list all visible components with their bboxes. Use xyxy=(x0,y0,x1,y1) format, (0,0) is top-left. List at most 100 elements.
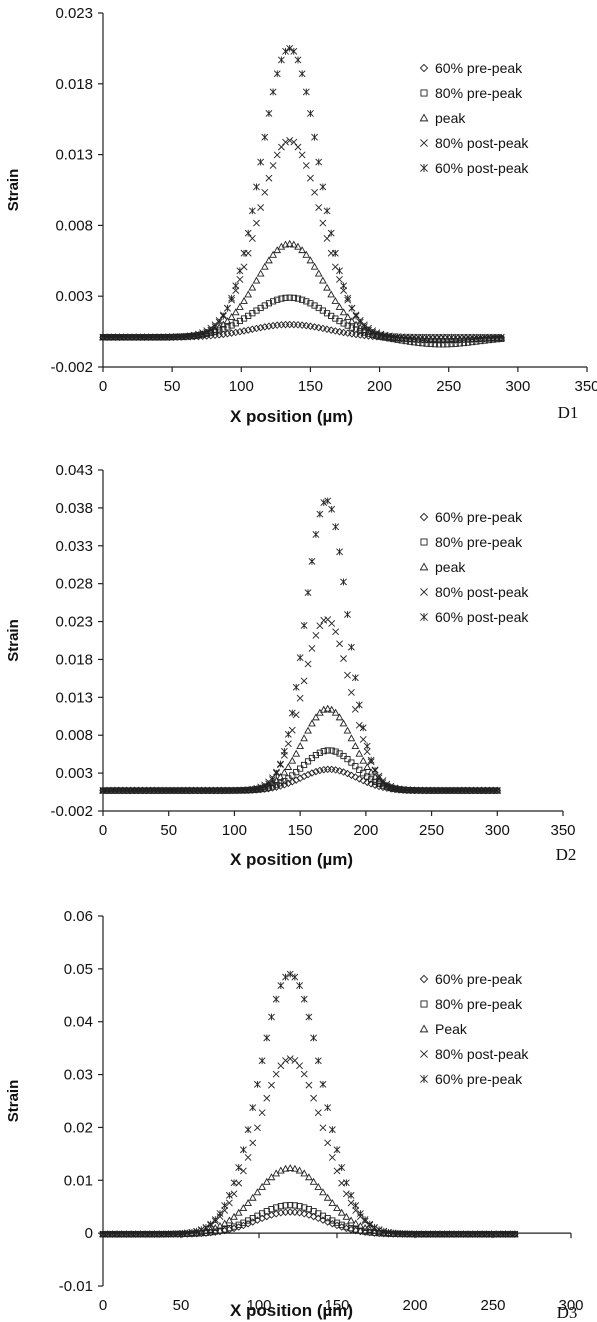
data-point xyxy=(261,188,269,196)
data-point xyxy=(269,783,276,790)
y-tick-label: 0.013 xyxy=(55,689,93,706)
data-point xyxy=(340,752,347,760)
data-point xyxy=(248,283,257,291)
data-point xyxy=(301,761,308,769)
data-point xyxy=(344,611,351,618)
data-point xyxy=(347,1225,355,1232)
data-point xyxy=(248,235,256,242)
data-point xyxy=(339,768,348,776)
x-tick-label: 50 xyxy=(160,822,177,839)
data-point xyxy=(258,1182,266,1190)
data-point xyxy=(310,323,319,331)
data-point xyxy=(327,326,335,334)
data-point xyxy=(333,1219,341,1226)
data-point xyxy=(377,331,385,339)
data-point xyxy=(336,548,343,556)
data-point xyxy=(268,1081,275,1089)
data-point xyxy=(304,726,312,734)
data-point xyxy=(290,294,297,301)
data-point xyxy=(352,312,360,320)
data-point xyxy=(351,1219,360,1227)
data-point xyxy=(234,1208,243,1216)
data-point xyxy=(363,748,371,756)
data-point xyxy=(230,1190,238,1198)
y-tick-label: -0.01 xyxy=(59,1278,93,1295)
legend-label: 80% pre-peak xyxy=(435,996,523,1012)
data-point xyxy=(288,756,297,764)
data-point xyxy=(236,327,244,336)
x-tick-label: 100 xyxy=(222,822,247,839)
data-point xyxy=(307,110,314,117)
data-point xyxy=(285,239,294,247)
x-tick-label: 50 xyxy=(173,1297,190,1314)
y-tick-label: 0.04 xyxy=(64,1014,93,1031)
data-point xyxy=(253,219,260,227)
data-point xyxy=(337,1208,346,1216)
data-point xyxy=(348,317,356,325)
y-tick-label: 0.003 xyxy=(55,765,93,782)
data-point xyxy=(333,1167,341,1175)
data-point xyxy=(277,982,285,990)
data-point xyxy=(336,267,343,275)
data-point xyxy=(497,333,505,341)
data-point xyxy=(273,70,281,78)
data-point xyxy=(332,523,340,531)
data-point xyxy=(347,689,355,696)
data-point xyxy=(280,747,288,755)
data-point xyxy=(340,655,347,663)
data-point xyxy=(285,320,294,329)
data-point xyxy=(273,151,281,159)
data-point xyxy=(287,1202,294,1209)
data-point xyxy=(306,256,315,264)
data-point xyxy=(254,1080,261,1088)
data-point xyxy=(223,317,232,325)
legend-entry: 60% pre-peak xyxy=(419,971,523,987)
y-axis-label: Strain xyxy=(5,1080,22,1123)
y-tick-label: 0.038 xyxy=(55,500,93,517)
data-point xyxy=(244,290,253,298)
legend-entry: 60% pre-peak xyxy=(419,60,523,76)
data-point xyxy=(304,758,312,765)
data-point xyxy=(288,709,296,717)
data-point xyxy=(296,1062,303,1070)
data-point xyxy=(258,1057,266,1065)
legend-marker xyxy=(419,113,429,122)
data-point xyxy=(300,995,308,1003)
data-point xyxy=(262,1177,271,1185)
data-point xyxy=(258,1109,266,1117)
data-point xyxy=(331,296,340,304)
data-point xyxy=(324,1139,332,1147)
legend-label: 60% pre-peak xyxy=(435,60,523,76)
data-point xyxy=(207,326,215,334)
data-point xyxy=(296,654,304,662)
data-point xyxy=(311,133,318,141)
legend-marker xyxy=(420,538,428,546)
data-point xyxy=(282,138,289,146)
data-point xyxy=(305,1206,313,1213)
x-tick-label: 50 xyxy=(164,378,181,395)
data-point xyxy=(296,982,303,990)
y-tick-label: -0.002 xyxy=(50,359,93,376)
x-tick-label: 300 xyxy=(558,1297,583,1314)
x-tick-label: 200 xyxy=(402,1297,427,1314)
data-point xyxy=(343,769,352,778)
data-point xyxy=(320,748,327,755)
data-point xyxy=(277,1203,284,1210)
data-point xyxy=(351,773,360,781)
x-tick-label: 200 xyxy=(353,822,378,839)
legend-label: 60% pre-peak xyxy=(435,1071,523,1087)
data-point xyxy=(332,748,339,755)
data-point xyxy=(295,1166,304,1174)
x-tick-label: 150 xyxy=(324,1297,349,1314)
data-point xyxy=(194,331,202,339)
data-point xyxy=(273,246,282,254)
legend-entry: Peak xyxy=(419,1021,468,1037)
data-point xyxy=(282,47,289,55)
y-tick-label: 0.023 xyxy=(55,5,93,22)
data-point xyxy=(244,1153,252,1161)
legend-label: 80% post-peak xyxy=(435,1046,529,1062)
data-point xyxy=(244,229,252,237)
data-point xyxy=(359,776,367,785)
data-point xyxy=(240,249,248,257)
data-point xyxy=(336,640,343,648)
